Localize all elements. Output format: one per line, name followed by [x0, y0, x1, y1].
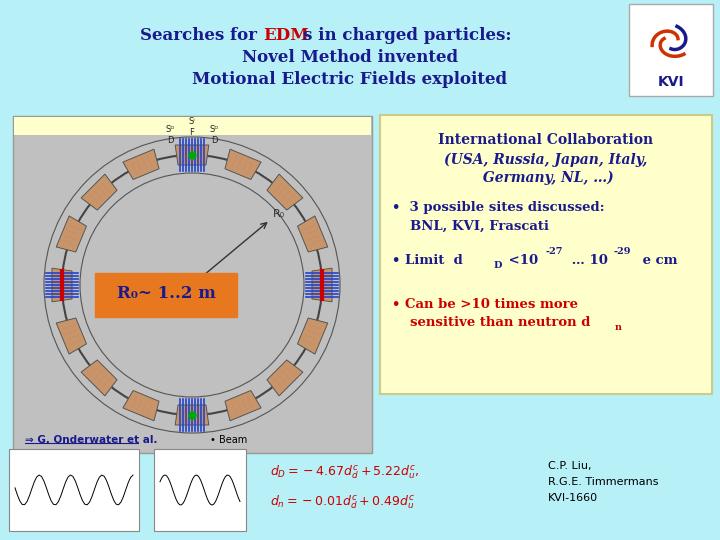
Text: (USA, Russia, Japan, Italy,: (USA, Russia, Japan, Italy, [444, 153, 648, 167]
Text: EDM: EDM [263, 26, 309, 44]
Text: • Limit  d: • Limit d [392, 253, 463, 267]
Text: -27: -27 [545, 247, 562, 256]
FancyBboxPatch shape [13, 116, 372, 453]
Polygon shape [56, 318, 86, 354]
Text: Searches for: Searches for [140, 26, 263, 44]
Text: n: n [615, 323, 622, 333]
Text: Sⁱ
F: Sⁱ F [189, 117, 195, 137]
Text: -29: -29 [614, 247, 631, 256]
Polygon shape [123, 149, 159, 179]
FancyBboxPatch shape [629, 4, 713, 96]
Polygon shape [297, 318, 328, 354]
FancyBboxPatch shape [380, 115, 712, 394]
Text: International Collaboration: International Collaboration [438, 133, 654, 147]
Polygon shape [175, 405, 209, 425]
FancyBboxPatch shape [95, 273, 237, 317]
Text: R₀~ 1..2 m: R₀~ 1..2 m [117, 286, 215, 302]
Text: • Can be >10 times more: • Can be >10 times more [392, 298, 578, 310]
Text: R₀: R₀ [273, 210, 285, 219]
Text: Novel Method invented: Novel Method invented [242, 49, 458, 65]
FancyBboxPatch shape [154, 449, 246, 531]
Polygon shape [225, 390, 261, 421]
Polygon shape [175, 145, 209, 165]
Text: ⇒ G. Onderwater et al.: ⇒ G. Onderwater et al. [25, 435, 158, 445]
Polygon shape [225, 149, 261, 179]
Text: Sᴰ
D: Sᴰ D [166, 125, 175, 145]
Polygon shape [81, 174, 117, 210]
Polygon shape [312, 268, 332, 302]
Text: • Beam: • Beam [210, 435, 247, 445]
Text: Germany, NL, …): Germany, NL, …) [478, 171, 614, 185]
Polygon shape [81, 360, 117, 396]
FancyBboxPatch shape [14, 117, 371, 135]
Polygon shape [52, 268, 72, 302]
Text: BNL, KVI, Frascati: BNL, KVI, Frascati [410, 219, 549, 233]
Polygon shape [267, 174, 303, 210]
Text: •  3 possible sites discussed:: • 3 possible sites discussed: [392, 201, 605, 214]
Text: KVI: KVI [657, 75, 684, 89]
Polygon shape [56, 216, 86, 252]
Polygon shape [297, 216, 328, 252]
Text: Sᴰ
D: Sᴰ D [210, 125, 219, 145]
Text: Motional Electric Fields exploited: Motional Electric Fields exploited [192, 71, 508, 87]
Text: <10: <10 [504, 253, 538, 267]
Text: C.P. Liu,
R.G.E. Timmermans
KVI-1660: C.P. Liu, R.G.E. Timmermans KVI-1660 [548, 461, 659, 503]
Text: $d_D = -4.67d_d^c + 5.22d_u^c,$: $d_D = -4.67d_d^c + 5.22d_u^c,$ [270, 463, 419, 481]
FancyBboxPatch shape [9, 449, 139, 531]
Text: $d_n = -0.01d_d^c + 0.49d_u^c$: $d_n = -0.01d_d^c + 0.49d_u^c$ [270, 493, 415, 511]
Text: … 10: … 10 [567, 253, 608, 267]
Text: s in charged particles:: s in charged particles: [303, 26, 511, 44]
Text: e cm: e cm [638, 253, 678, 267]
Text: D: D [494, 261, 503, 271]
Polygon shape [123, 390, 159, 421]
Polygon shape [267, 360, 303, 396]
Text: sensitive than neutron d: sensitive than neutron d [410, 315, 590, 328]
